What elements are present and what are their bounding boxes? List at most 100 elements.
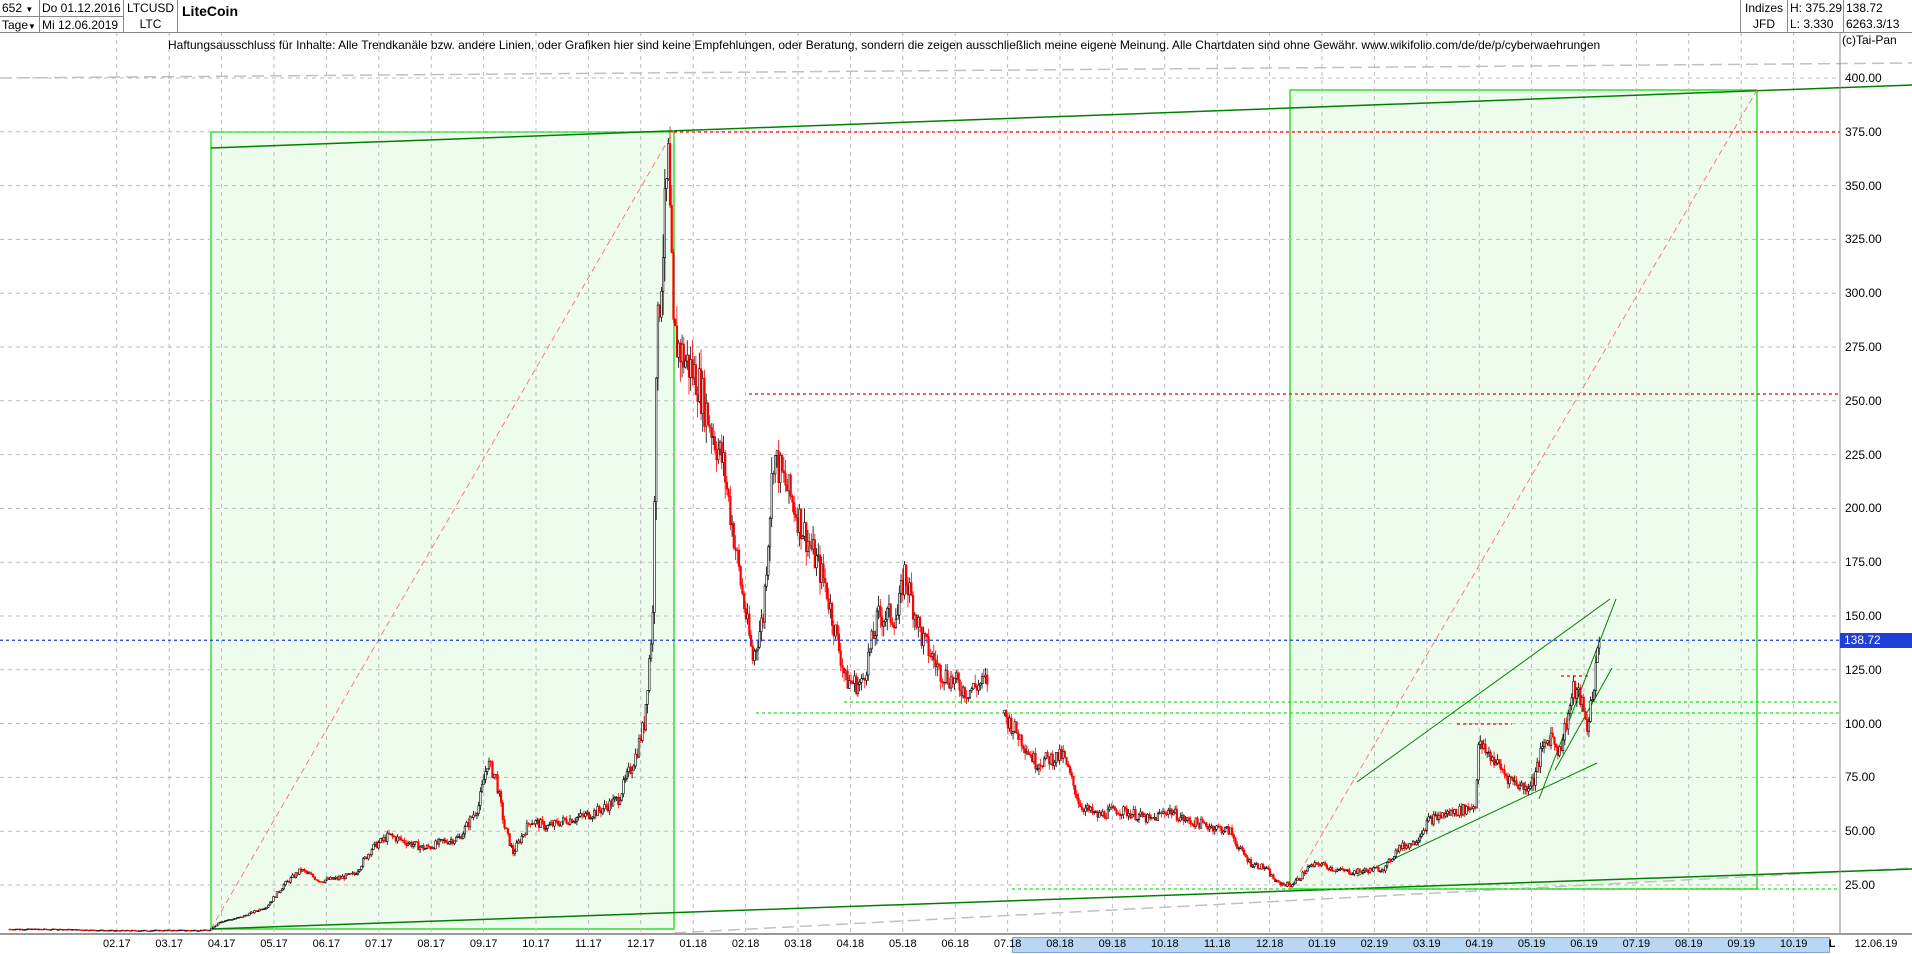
candle xyxy=(905,564,908,586)
candle xyxy=(498,791,501,794)
candle xyxy=(408,841,411,844)
candle xyxy=(296,872,299,875)
high-value: H: 375.29 xyxy=(1790,1,1843,15)
date-from[interactable]: Do 01.12.2016 xyxy=(40,0,123,17)
candle xyxy=(944,670,947,683)
candle xyxy=(1075,794,1078,799)
candle xyxy=(349,873,353,875)
candle xyxy=(668,143,672,206)
candle xyxy=(184,930,187,932)
candle xyxy=(136,930,139,932)
candle xyxy=(1267,867,1270,870)
candle xyxy=(1548,740,1551,746)
candle xyxy=(29,928,32,930)
candle xyxy=(1256,863,1259,869)
candle xyxy=(639,738,642,741)
candle xyxy=(1410,843,1413,846)
bars-selector[interactable]: 652 ▼ Tage▼ xyxy=(0,0,40,32)
symbol-cell: LTCUSD LTC xyxy=(124,0,178,32)
candle xyxy=(982,676,985,678)
candle xyxy=(549,822,553,826)
last-cell: 138.72 6263.3/13 xyxy=(1844,0,1912,32)
candle xyxy=(118,930,122,932)
candle xyxy=(687,354,691,378)
candle xyxy=(880,616,884,627)
candle xyxy=(405,842,408,846)
candle xyxy=(462,833,465,840)
candle xyxy=(156,929,160,932)
time-axis[interactable]: L 12.06.19 02.17 03.17 04.17 05.17 06.17 07.1… xyxy=(0,933,1912,954)
candle xyxy=(267,904,270,908)
candle xyxy=(163,929,166,932)
candle xyxy=(1379,870,1382,873)
candle xyxy=(1380,869,1384,872)
period-select[interactable]: Tage xyxy=(2,18,29,32)
candle xyxy=(1130,814,1134,819)
candle xyxy=(374,841,377,845)
candle xyxy=(548,824,551,826)
candle xyxy=(643,722,646,731)
gray-dashed-upper xyxy=(0,62,1912,79)
high-low-cell: H: 375.29 L: 3.330 xyxy=(1788,0,1844,32)
candle xyxy=(1020,734,1023,747)
date-to[interactable]: Mi 12.06.2019 xyxy=(42,18,119,32)
candle xyxy=(1330,867,1334,871)
candle xyxy=(393,835,396,838)
candle xyxy=(320,881,323,883)
candle xyxy=(263,908,266,910)
candle xyxy=(339,876,342,879)
candle xyxy=(1208,826,1211,830)
candle xyxy=(412,844,415,847)
candle xyxy=(734,547,737,551)
candle xyxy=(656,304,660,379)
candle xyxy=(520,835,523,844)
candle xyxy=(1199,819,1203,829)
candle xyxy=(1165,813,1168,815)
candle xyxy=(10,928,13,931)
candle xyxy=(113,930,116,932)
dropdown-arrow-icon[interactable]: ▼ xyxy=(25,5,34,14)
candle xyxy=(1449,810,1453,816)
candle xyxy=(924,633,927,635)
candle xyxy=(289,877,292,883)
last-price-tag: 138.72 xyxy=(1840,633,1912,649)
candle xyxy=(837,633,841,652)
candle xyxy=(1220,826,1223,834)
candle xyxy=(425,845,429,849)
date-range[interactable]: Do 01.12.2016 Mi 12.06.2019 xyxy=(40,0,124,32)
candle xyxy=(443,839,446,842)
candle xyxy=(1253,863,1256,867)
candle xyxy=(574,820,577,823)
candle xyxy=(1405,845,1408,849)
candle xyxy=(1146,814,1149,823)
price-axis-label: 100.00 xyxy=(1845,716,1882,731)
candle xyxy=(972,682,975,689)
candle xyxy=(1132,809,1135,815)
candle xyxy=(610,800,613,807)
candle xyxy=(368,854,372,856)
candle xyxy=(84,929,87,931)
candle xyxy=(620,793,623,801)
candle xyxy=(820,563,823,583)
candle xyxy=(1230,827,1234,835)
candle xyxy=(172,929,175,932)
candle xyxy=(1274,878,1277,882)
candle xyxy=(587,811,591,819)
candle xyxy=(970,688,973,691)
candle xyxy=(841,665,844,669)
axis-mode-label[interactable]: L xyxy=(1828,938,1836,950)
dropdown-arrow-icon[interactable]: ▼ xyxy=(28,22,36,31)
candle xyxy=(536,819,539,822)
candle xyxy=(1537,762,1541,767)
time-axis-label: 09.18 xyxy=(1098,938,1127,950)
price-axis-label: 125.00 xyxy=(1845,662,1882,677)
candle xyxy=(449,839,453,842)
candle xyxy=(1151,817,1154,819)
candle xyxy=(387,832,391,835)
candle xyxy=(394,836,398,842)
candle xyxy=(256,910,260,913)
candle xyxy=(210,928,213,931)
candle xyxy=(220,921,223,923)
candle xyxy=(1051,753,1054,767)
